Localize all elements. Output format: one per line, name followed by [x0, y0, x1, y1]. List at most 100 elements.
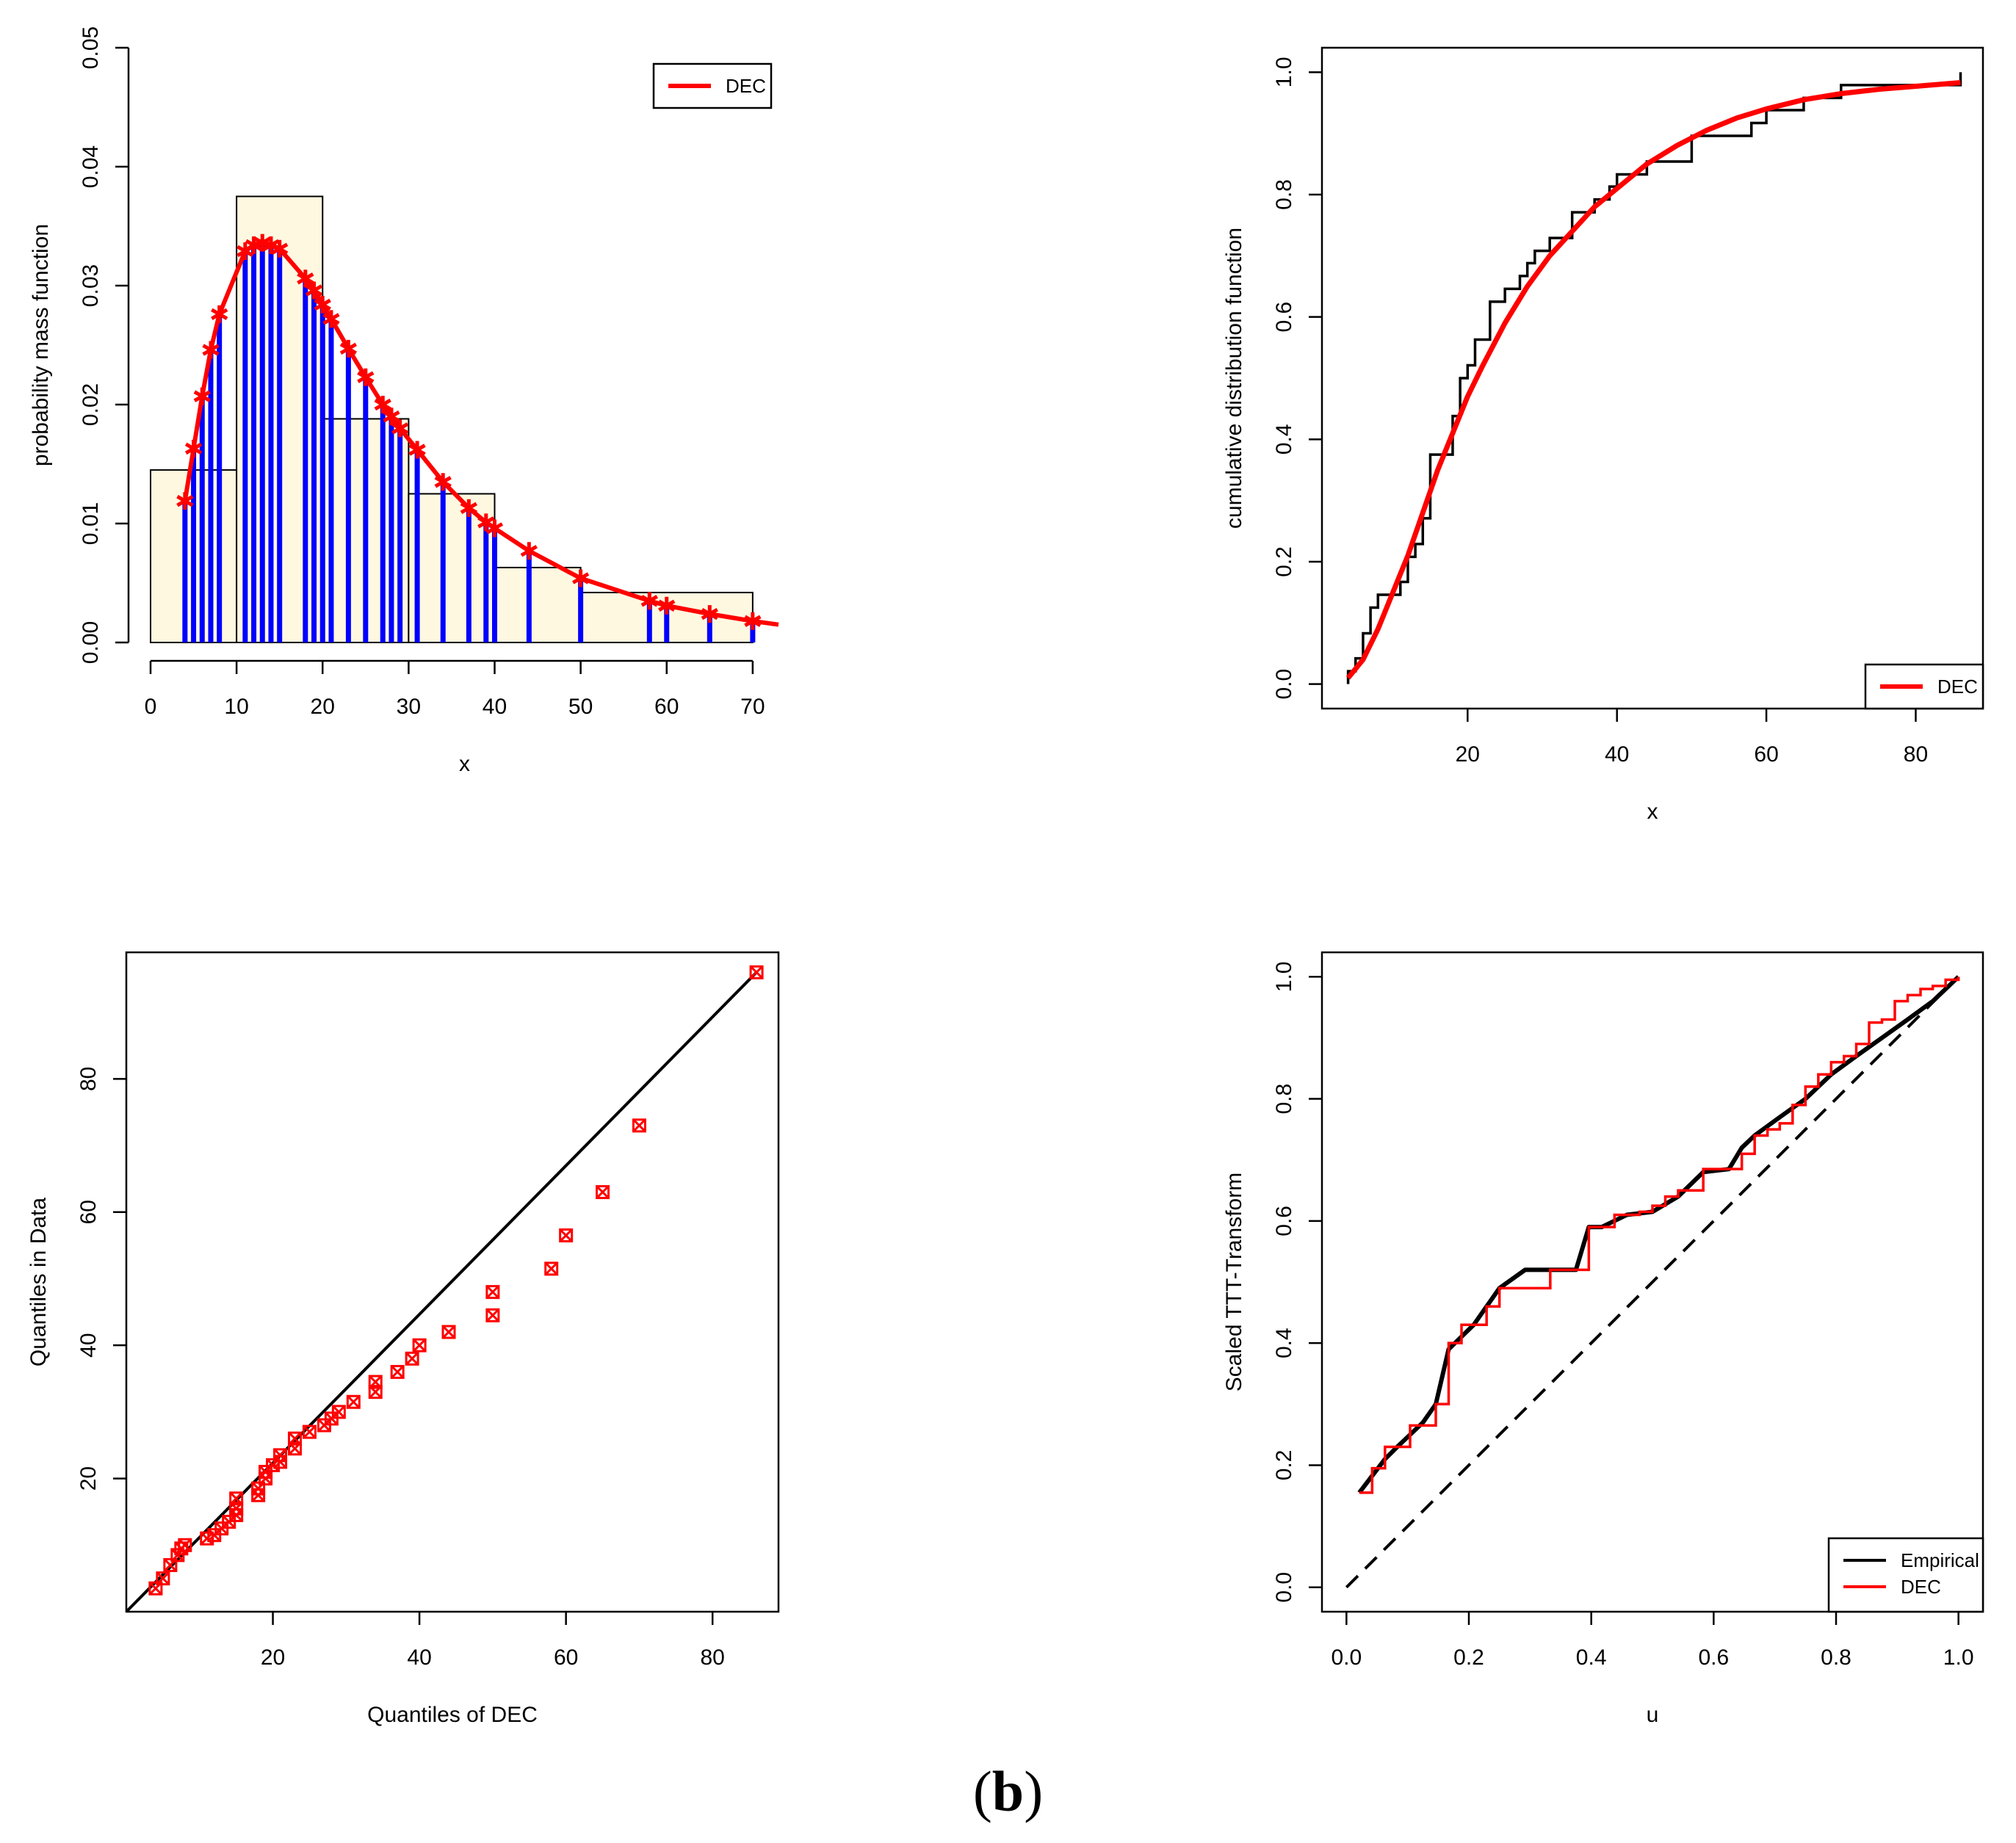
ttt-x-tick-label: 0.6 [1698, 1645, 1729, 1670]
qq-x-axis-title: Quantiles of DEC [367, 1703, 538, 1727]
qq-y-tick-label: 40 [76, 1333, 101, 1357]
pmf-x-tick-label: 0 [145, 695, 157, 719]
qq-point [632, 1118, 646, 1133]
cdf-x-tick-label: 20 [1456, 742, 1480, 767]
pmf-y-tick-label: 0.05 [79, 26, 103, 69]
cdf-x-axis-title: x [1647, 800, 1658, 824]
cdf-y-axis-title: cumulative distribution function [1222, 228, 1246, 529]
pmf-fit-point [485, 519, 504, 537]
qq-x-tick-label: 20 [261, 1645, 285, 1670]
ttt-y-tick-label: 0.6 [1272, 1206, 1296, 1236]
ttt-empirical-line [1357, 975, 1960, 1494]
pmf-y-tick-label: 0.01 [79, 502, 103, 545]
figure-caption: (b) [0, 1759, 2016, 1825]
ttt-fit-step [1359, 977, 1960, 1494]
pmf-fit-point [460, 499, 477, 517]
cdf-x-tick-label: 60 [1754, 742, 1778, 767]
qq-y-tick-label: 60 [76, 1200, 101, 1224]
caption-open: ( [972, 1759, 992, 1823]
pmf-y-tick-label: 0.04 [79, 145, 103, 188]
ttt-y-axis-title: Scaled TTT-Transform [1222, 1173, 1246, 1391]
ttt-x-tick-label: 0.8 [1821, 1645, 1851, 1670]
qq-point [368, 1375, 383, 1389]
pmf-x-tick-label: 10 [224, 695, 248, 719]
pmf-y-tick-label: 0.03 [79, 264, 103, 307]
pmf-fit-point [322, 310, 340, 328]
qq-point [405, 1351, 419, 1366]
pmf-x-tick-label: 50 [568, 695, 593, 719]
qq-point [544, 1261, 559, 1276]
qq-y-axis-title: Quantiles in Data [26, 1198, 51, 1366]
ttt-y-tick-label: 0.8 [1272, 1084, 1296, 1115]
pmf-fit-point [193, 387, 211, 405]
qq-y-tick-label: 20 [76, 1466, 101, 1491]
cdf-y-tick-label: 1.0 [1272, 57, 1296, 87]
pmf-fit-point [408, 441, 426, 459]
pmf-fit-point [383, 408, 400, 426]
qq-x-tick-label: 40 [407, 1645, 431, 1670]
qq-point [178, 1538, 192, 1552]
ttt-panel: 0.0 0.2 0.4 0.6 0.8 1.0 0.0 0.2 0.4 0.6 0.8 1.0 u Sca… [1222, 951, 1984, 1727]
pmf-fit-point [357, 368, 375, 386]
cdf-y-tick-label: 0.8 [1272, 179, 1296, 210]
cdf-empirical-step [1346, 72, 1962, 684]
ttt-y-tick-label: 1.0 [1272, 961, 1296, 992]
pmf-fit-point [434, 473, 452, 491]
pmf-fit-point [314, 295, 331, 314]
qq-reference-line [125, 971, 758, 1613]
pmf-fit-point [202, 341, 220, 359]
ttt-legend-label: DEC [1901, 1576, 1941, 1598]
pmf-legend-label: DEC [726, 75, 766, 97]
pmf-fit-point [391, 419, 409, 438]
pmf-x-tick-label: 60 [654, 695, 679, 719]
qq-plot-frame [125, 951, 780, 1613]
cdf-legend-label: DEC [1937, 676, 1978, 698]
pmf-y-axis-title: probability mass function [29, 224, 53, 466]
ttt-x-tick-label: 0.4 [1576, 1645, 1607, 1670]
cdf-y-tick-label: 0.2 [1272, 546, 1296, 577]
cdf-x-tick-label: 80 [1904, 742, 1928, 767]
pmf-fit-point [374, 396, 391, 413]
qq-point [749, 965, 764, 980]
ttt-x-tick-label: 1.0 [1943, 1645, 1974, 1670]
cdf-x-tick-label: 40 [1605, 742, 1629, 767]
pmf-fit-point [184, 439, 203, 457]
qq-point [346, 1394, 361, 1409]
cdf-y-tick-label: 0.0 [1272, 669, 1296, 700]
pmf-fit-point [176, 492, 194, 510]
pmf-x-tick-label: 20 [311, 695, 335, 719]
pmf-x-axis-title: x [459, 752, 470, 776]
qq-point [273, 1448, 288, 1463]
pmf-fit-point [701, 605, 718, 623]
histogram-bar [494, 566, 582, 643]
ttt-plot-frame [1320, 951, 1984, 1613]
pmf-legend: DEC [652, 62, 773, 109]
qq-point [559, 1228, 574, 1243]
ttt-x-axis-title: u [1647, 1703, 1659, 1727]
cdf-fit-line [1345, 80, 1961, 680]
pmf-fit-point [640, 592, 658, 610]
pmf-fit-point [520, 542, 538, 560]
pmf-y-tick-label: 0.00 [79, 621, 103, 664]
qq-panel: 20 40 60 80 20 40 60 80 Quantiles of DEC Quantile… [26, 951, 780, 1727]
ttt-y-tick-label: 0.4 [1272, 1328, 1296, 1358]
cdf-panel: 20 40 60 80 0.0 0.2 0.4 0.6 0.8 1.0 x cumulative di… [1222, 46, 1984, 824]
qq-point [485, 1285, 500, 1300]
qq-point [441, 1325, 456, 1339]
ttt-x-tick-label: 0.0 [1331, 1645, 1362, 1670]
ttt-reference-dashed-line [1345, 975, 1960, 1589]
ttt-legend: Empirical DEC [1827, 1537, 1984, 1613]
pmf-x-tick-label: 40 [483, 695, 507, 719]
qq-point [156, 1571, 170, 1586]
qq-y-tick-label: 80 [76, 1067, 101, 1091]
qq-point [229, 1491, 244, 1506]
qq-point [287, 1431, 302, 1446]
pmf-x-tick-label: 30 [397, 695, 421, 719]
pmf-fit-point [571, 569, 590, 587]
pmf-panel: 0 10 20 30 40 50 60 70 0.00 0.01 0.02 0.03 0.04 0.05 x… [29, 26, 779, 776]
pmf-fit-point [658, 596, 676, 615]
ttt-y-tick-label: 0.2 [1272, 1450, 1296, 1481]
qq-point [302, 1424, 317, 1439]
pmf-fit-point [271, 239, 289, 258]
